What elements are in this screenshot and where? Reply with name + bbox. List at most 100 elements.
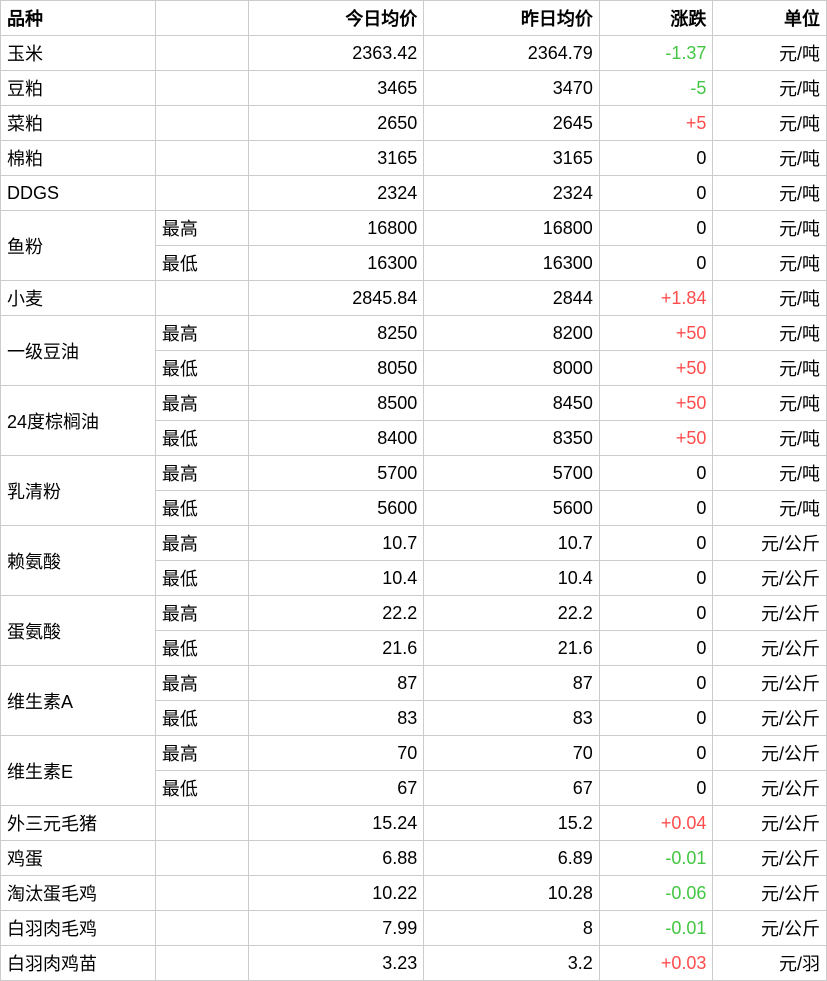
cell-today: 8050 [248, 351, 424, 386]
cell-unit: 元/吨 [713, 386, 827, 421]
table-row: 小麦2845.842844+1.84元/吨 [1, 281, 827, 316]
cell-change: 0 [599, 561, 713, 596]
cell-today: 2363.42 [248, 36, 424, 71]
cell-variety: 菜粕 [1, 106, 156, 141]
cell-sub [155, 106, 248, 141]
cell-change: +50 [599, 386, 713, 421]
cell-variety: 白羽肉毛鸡 [1, 911, 156, 946]
cell-change: 0 [599, 246, 713, 281]
table-row: DDGS232423240元/吨 [1, 176, 827, 211]
cell-unit: 元/公斤 [713, 771, 827, 806]
cell-sub: 最低 [155, 771, 248, 806]
cell-yesterday: 2324 [424, 176, 600, 211]
cell-change: 0 [599, 631, 713, 666]
cell-yesterday: 8 [424, 911, 600, 946]
cell-yesterday: 87 [424, 666, 600, 701]
cell-yesterday: 10.7 [424, 526, 600, 561]
table-row: 鱼粉最高16800168000元/吨 [1, 211, 827, 246]
cell-today: 2650 [248, 106, 424, 141]
cell-today: 87 [248, 666, 424, 701]
table-row: 维生素A最高87870元/公斤 [1, 666, 827, 701]
cell-change: 0 [599, 456, 713, 491]
cell-sub: 最高 [155, 456, 248, 491]
cell-unit: 元/公斤 [713, 526, 827, 561]
cell-today: 15.24 [248, 806, 424, 841]
cell-sub [155, 176, 248, 211]
cell-today: 22.2 [248, 596, 424, 631]
cell-yesterday: 2364.79 [424, 36, 600, 71]
cell-today: 7.99 [248, 911, 424, 946]
cell-variety: 小麦 [1, 281, 156, 316]
cell-sub: 最低 [155, 421, 248, 456]
cell-sub: 最高 [155, 736, 248, 771]
cell-sub [155, 911, 248, 946]
header-variety: 品种 [1, 1, 156, 36]
cell-sub: 最低 [155, 491, 248, 526]
cell-unit: 元/公斤 [713, 876, 827, 911]
header-row: 品种 今日均价 昨日均价 涨跌 单位 [1, 1, 827, 36]
cell-unit: 元/吨 [713, 491, 827, 526]
cell-unit: 元/吨 [713, 351, 827, 386]
cell-unit: 元/吨 [713, 36, 827, 71]
cell-today: 3165 [248, 141, 424, 176]
cell-change: +50 [599, 421, 713, 456]
cell-change: -5 [599, 71, 713, 106]
cell-change: +5 [599, 106, 713, 141]
cell-sub: 最低 [155, 561, 248, 596]
header-sub [155, 1, 248, 36]
cell-yesterday: 10.4 [424, 561, 600, 596]
header-today: 今日均价 [248, 1, 424, 36]
cell-sub: 最高 [155, 386, 248, 421]
cell-today: 5600 [248, 491, 424, 526]
cell-sub [155, 946, 248, 981]
cell-variety: 维生素E [1, 736, 156, 806]
cell-unit: 元/公斤 [713, 841, 827, 876]
table-row: 鸡蛋6.886.89-0.01元/公斤 [1, 841, 827, 876]
cell-today: 2324 [248, 176, 424, 211]
cell-sub: 最高 [155, 316, 248, 351]
cell-yesterday: 3.2 [424, 946, 600, 981]
cell-yesterday: 5600 [424, 491, 600, 526]
cell-today: 8400 [248, 421, 424, 456]
cell-change: 0 [599, 526, 713, 561]
cell-sub: 最低 [155, 701, 248, 736]
cell-yesterday: 6.89 [424, 841, 600, 876]
cell-sub: 最高 [155, 526, 248, 561]
cell-sub [155, 141, 248, 176]
cell-unit: 元/吨 [713, 211, 827, 246]
table-row: 赖氨酸最高10.710.70元/公斤 [1, 526, 827, 561]
cell-sub [155, 281, 248, 316]
table-row: 外三元毛猪15.2415.2+0.04元/公斤 [1, 806, 827, 841]
cell-variety: 一级豆油 [1, 316, 156, 386]
cell-today: 16800 [248, 211, 424, 246]
cell-change: 0 [599, 211, 713, 246]
cell-change: +1.84 [599, 281, 713, 316]
cell-sub [155, 71, 248, 106]
cell-unit: 元/吨 [713, 421, 827, 456]
cell-yesterday: 2645 [424, 106, 600, 141]
cell-today: 70 [248, 736, 424, 771]
cell-unit: 元/吨 [713, 281, 827, 316]
cell-variety: 鱼粉 [1, 211, 156, 281]
cell-change: 0 [599, 176, 713, 211]
cell-unit: 元/吨 [713, 71, 827, 106]
cell-yesterday: 16300 [424, 246, 600, 281]
table-row: 玉米2363.422364.79-1.37元/吨 [1, 36, 827, 71]
cell-change: +50 [599, 351, 713, 386]
cell-sub: 最高 [155, 211, 248, 246]
cell-unit: 元/公斤 [713, 596, 827, 631]
cell-change: 0 [599, 771, 713, 806]
cell-unit: 元/公斤 [713, 911, 827, 946]
cell-yesterday: 8200 [424, 316, 600, 351]
cell-yesterday: 21.6 [424, 631, 600, 666]
cell-yesterday: 22.2 [424, 596, 600, 631]
cell-today: 8500 [248, 386, 424, 421]
cell-sub: 最高 [155, 596, 248, 631]
cell-unit: 元/公斤 [713, 736, 827, 771]
table-row: 白羽肉毛鸡7.998-0.01元/公斤 [1, 911, 827, 946]
cell-unit: 元/吨 [713, 106, 827, 141]
cell-variety: 棉粕 [1, 141, 156, 176]
table-row: 淘汰蛋毛鸡10.2210.28-0.06元/公斤 [1, 876, 827, 911]
price-table: 品种 今日均价 昨日均价 涨跌 单位 玉米2363.422364.79-1.37… [0, 0, 827, 981]
cell-yesterday: 8350 [424, 421, 600, 456]
